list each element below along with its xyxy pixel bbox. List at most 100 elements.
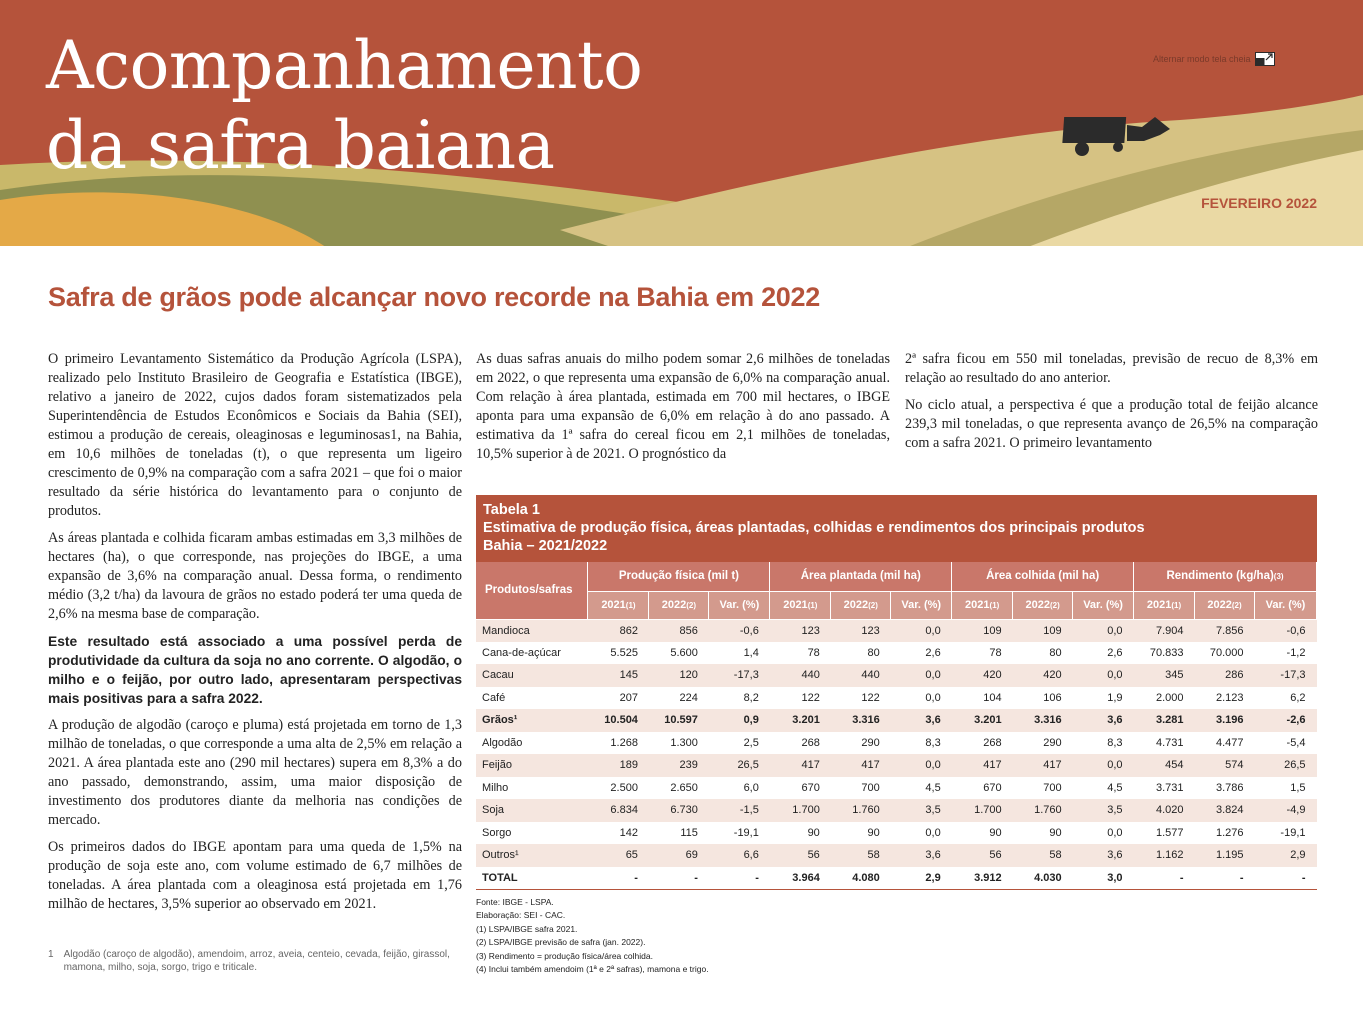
table-cell: 2,6 (890, 641, 952, 664)
table-cell: 8,3 (890, 731, 952, 754)
group-header-label: Rendimento (kg/ha) (1166, 570, 1274, 583)
table-row: Algodão 1.268 1.300 2,5 268 290 8,3 268 290 8,3 4.… (476, 731, 1317, 754)
production-table: Produtos/safras Produção física (mil t) … (476, 562, 1318, 890)
table-cell: 268 (951, 731, 1013, 754)
header-banner: Acompanhamento da safra baiana Alternar … (0, 0, 1363, 250)
table-cell: 417 (830, 754, 891, 777)
table-cell: 862 (587, 619, 649, 642)
subheader-cell: 2022(2) (830, 591, 892, 620)
footnote: 1 Algodão (caroço de algodão), amendoim,… (48, 948, 462, 974)
table-cell: -19,1 (1254, 821, 1317, 844)
table-cell: -0,6 (708, 619, 770, 642)
table-cell: 70.833 (1133, 641, 1195, 664)
table-row: Mandioca 862 856 -0,6 123 123 0,0 109 109 0,0 7.90… (476, 619, 1317, 642)
table-cell: 56 (951, 844, 1013, 867)
table-cell: 0,0 (1072, 821, 1134, 844)
table-cell: 207 (587, 686, 649, 709)
table-cell: 145 (587, 664, 649, 687)
table-cell: - (648, 866, 709, 890)
table-cell: 1.760 (830, 799, 891, 822)
subheader-label: 2021 (965, 599, 990, 611)
subheader-note: (2) (686, 601, 697, 610)
table-cell: 224 (648, 686, 709, 709)
table-cell: 290 (830, 731, 891, 754)
text-column-3: 2ª safra ficou em 550 mil toneladas, pre… (905, 350, 1318, 461)
table-cell: 3.201 (951, 709, 1013, 732)
table-cell: 2,9 (890, 866, 952, 890)
table-cell: 4.080 (830, 866, 891, 890)
table-cell: 26,5 (708, 754, 770, 777)
article-headline: Safra de grãos pode alcançar novo record… (48, 282, 820, 312)
table-cell: 65 (587, 844, 649, 867)
paragraph: 2ª safra ficou em 550 mil toneladas, pre… (905, 351, 1318, 386)
table-cell: 10.597 (648, 709, 709, 732)
table-cell: 3.964 (769, 866, 831, 890)
table-cell: -5,4 (1254, 731, 1317, 754)
table-head: Produtos/safras Produção física (mil t) … (476, 562, 1318, 620)
table-row: Cacau 145 120 -17,3 440 440 0,0 420 420 0,0 345 286… (476, 664, 1317, 687)
subheader-cell: 2022(2) (648, 591, 710, 620)
table-cell: 1,4 (708, 641, 770, 664)
table-cell: -2,6 (1254, 709, 1317, 732)
data-table-block: Tabela 1 Estimativa de produção física, … (476, 495, 1318, 977)
table-cell: -4,9 (1254, 799, 1317, 822)
table-cell: 109 (951, 619, 1013, 642)
subheader-cell: 2021(1) (769, 591, 832, 620)
table-cell: 3.316 (830, 709, 891, 732)
table-cell: 4,5 (1072, 776, 1134, 799)
table-row: Cana-de-açúcar 5.525 5.600 1,4 78 80 2,6 78 80 2,… (476, 641, 1317, 664)
table-cell: 3.316 (1012, 709, 1073, 732)
table-cell: 2,5 (708, 731, 770, 754)
table-cell: 3.912 (951, 866, 1013, 890)
table-cell: 3.281 (1133, 709, 1195, 732)
table-cell: 0,0 (890, 619, 952, 642)
subheader-note: (1) (625, 601, 636, 610)
table-cell: 3,6 (890, 844, 952, 867)
fullscreen-icon[interactable] (1254, 52, 1275, 66)
table-note: Fonte: IBGE - LSPA. (476, 896, 554, 907)
table-cell: 670 (769, 776, 831, 799)
table-cell: 3.201 (769, 709, 831, 732)
table-cell: 26,5 (1254, 754, 1317, 777)
table-row: Soja 6.834 6.730 -1,5 1.700 1.760 3,5 1.700 1.76… (476, 799, 1317, 822)
table-cell: 8,3 (1072, 731, 1134, 754)
table-cell: 3.786 (1194, 776, 1255, 799)
table-cell: 90 (1012, 821, 1073, 844)
table-cell: - (1194, 866, 1255, 890)
table-cell: 8,2 (708, 686, 770, 709)
subheader-label: Var. (%) (719, 599, 760, 611)
row-label: Algodão (476, 731, 588, 754)
subheader-cell: 2021(1) (951, 591, 1014, 620)
table-cell: 1.700 (951, 799, 1013, 822)
table-cell: 0,0 (1072, 754, 1134, 777)
fullscreen-toggle[interactable]: Alternar modo tela cheia (1153, 52, 1275, 66)
table-cell: 0,0 (890, 754, 952, 777)
table-cell: 4.030 (1012, 866, 1073, 890)
subheader-cell: 2021(1) (587, 591, 650, 620)
table-cell: 1,9 (1072, 686, 1134, 709)
table-caption: Tabela 1 Estimativa de produção física, … (476, 495, 1317, 562)
row-label: Cana-de-açúcar (476, 641, 588, 664)
table-cell: 7.904 (1133, 619, 1195, 642)
table-note: (1) LSPA/IBGE safra 2021. (476, 923, 578, 934)
table-cell: 90 (769, 821, 831, 844)
fullscreen-label[interactable]: Alternar modo tela cheia (1153, 54, 1251, 64)
table-cell: 58 (1012, 844, 1073, 867)
table-body: Mandioca 862 856 -0,6 123 123 0,0 109 109 0,0 7.90… (476, 619, 1317, 890)
table-cell: 1.195 (1194, 844, 1255, 867)
table-row: Café 207 224 8,2 122 122 0,0 104 106 1,9 2.000 2.12… (476, 686, 1317, 709)
table-cell: 0,0 (890, 821, 952, 844)
table-cell: 115 (648, 821, 709, 844)
subheader-note: (2) (1049, 601, 1060, 610)
table-cell: 700 (830, 776, 891, 799)
footnote-number: 1 (48, 949, 54, 960)
title-line-1: Acompanhamento (46, 27, 643, 104)
table-cell: 670 (951, 776, 1013, 799)
table-cell: 58 (830, 844, 891, 867)
paragraph: O primeiro Levantamento Sistemático da P… (48, 351, 462, 519)
table-cell: -17,3 (708, 664, 770, 687)
table-cell: 106 (1012, 686, 1073, 709)
table-cell: 2.650 (648, 776, 709, 799)
subheader-label: 2022 (1025, 599, 1050, 611)
table-note: (3) Rendimento = produção física/área co… (476, 950, 653, 961)
